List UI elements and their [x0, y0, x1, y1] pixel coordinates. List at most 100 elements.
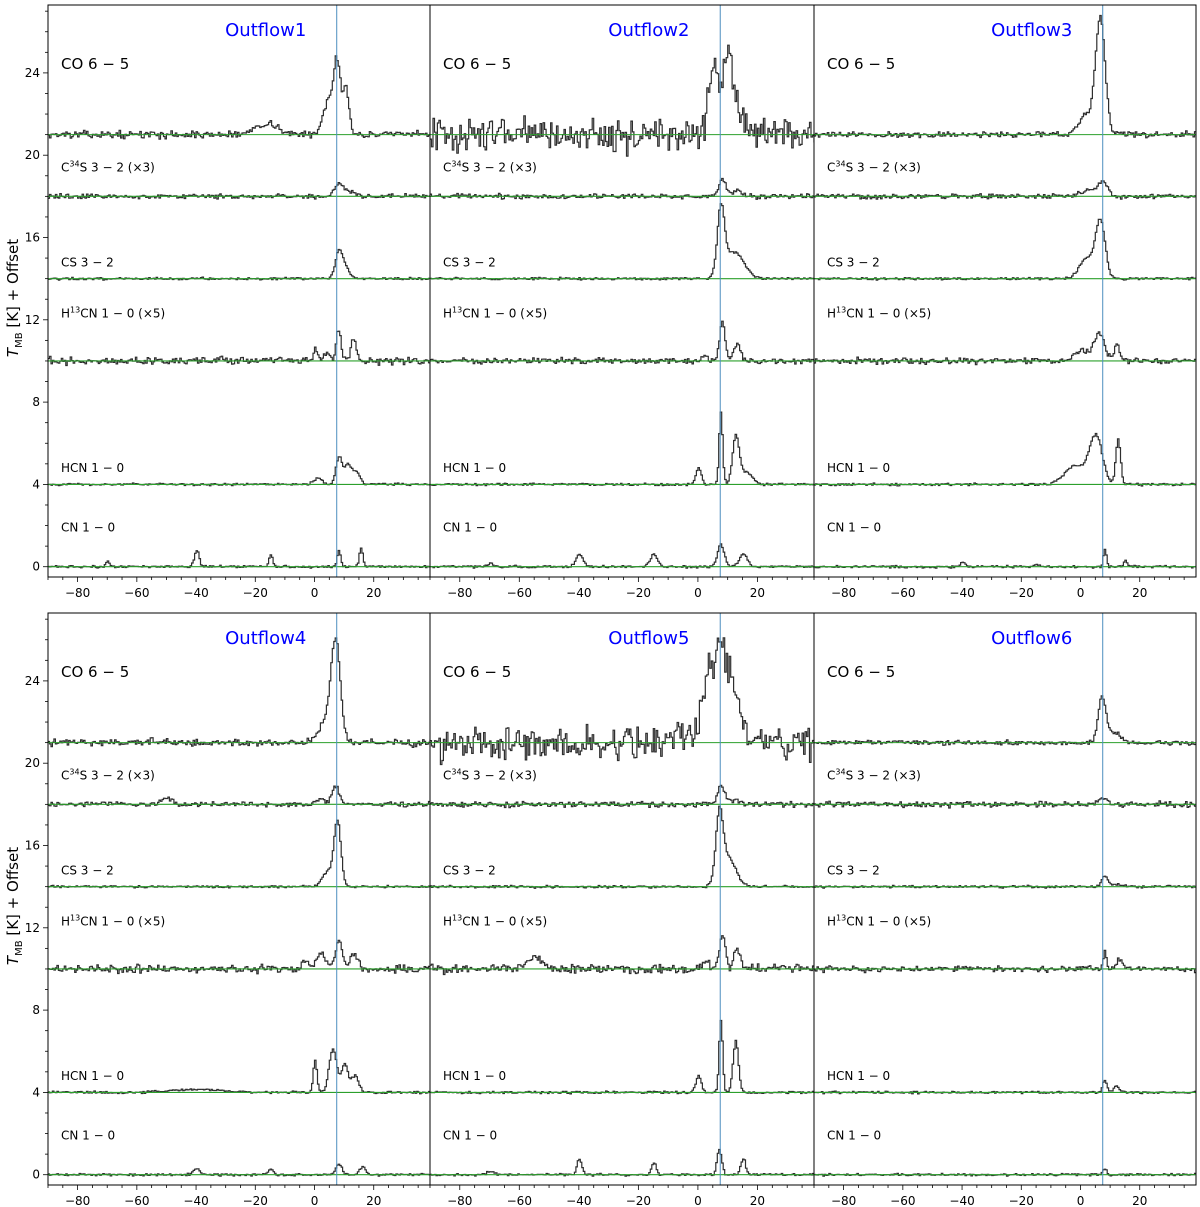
x-tick-label: −20	[1009, 1194, 1034, 1207]
x-tick-label: −40	[566, 586, 591, 600]
line-label-part: C	[443, 161, 451, 175]
x-tick-label: −20	[243, 1194, 268, 1207]
line-label-part: CN 1 − 0	[443, 521, 497, 535]
y-tick-label: 0	[32, 560, 40, 574]
panel-title: Outflow4	[225, 628, 306, 649]
line-label-3: CS 3 − 2	[61, 863, 114, 877]
y-axis-label-bottom-main: T	[4, 954, 22, 965]
line-label-part: S 3 − 2 (×3)	[462, 161, 537, 175]
line-label-1: CO 6 − 5	[61, 663, 129, 681]
spectrum-1	[430, 44, 814, 157]
line-label-superscript: 13	[452, 914, 462, 923]
y-tick-label: 16	[25, 839, 40, 853]
y-axis-label-bottom: TMB [K] + Offset	[4, 847, 25, 965]
x-tick-label: −80	[65, 1194, 90, 1207]
line-label-part: CN 1 − 0	[827, 1129, 881, 1143]
y-tick-label: 24	[25, 66, 40, 80]
y-tick-label: 4	[32, 477, 40, 491]
line-label-part: CN 1 − 0	[61, 521, 115, 535]
line-label-5: HCN 1 − 0	[827, 461, 890, 475]
panel-frame	[813, 4, 1197, 578]
x-tick-label: −60	[507, 1194, 532, 1207]
line-label-4: H13CN 1 − 0 (×5)	[827, 306, 931, 321]
panel-title: Outflow3	[991, 20, 1072, 41]
y-tick-label: 12	[25, 921, 40, 935]
line-label-part: H	[827, 915, 836, 929]
x-tick-label: −60	[890, 1194, 915, 1207]
line-label-3: CS 3 − 2	[827, 255, 880, 269]
line-label-part: CN 1 − 0	[827, 521, 881, 535]
line-label-superscript: 13	[452, 306, 462, 315]
x-tick-label: −80	[447, 586, 472, 600]
x-tick-label: −80	[831, 586, 856, 600]
y-axis-label-bottom-sub: MB	[14, 940, 25, 956]
line-label-part: CO 6 − 5	[827, 663, 895, 681]
line-label-part: H	[443, 307, 452, 321]
x-tick-label: −60	[124, 586, 149, 600]
line-label-2: C34S 3 − 2 (×3)	[61, 160, 155, 175]
line-label-1: CO 6 − 5	[61, 55, 129, 73]
x-tick-label: 0	[1077, 586, 1085, 600]
line-label-5: HCN 1 − 0	[61, 1069, 124, 1083]
line-label-2: C34S 3 − 2 (×3)	[443, 768, 537, 783]
line-label-4: H13CN 1 − 0 (×5)	[61, 914, 165, 929]
line-label-part: CN 1 − 0 (×5)	[80, 915, 165, 929]
y-tick-label: 24	[25, 674, 40, 688]
line-label-part: HCN 1 − 0	[443, 461, 506, 475]
line-label-part: S 3 − 2 (×3)	[846, 769, 921, 783]
line-label-part: CN 1 − 0 (×5)	[462, 915, 547, 929]
line-label-5: HCN 1 − 0	[443, 1069, 506, 1083]
panel-title: Outflow1	[225, 20, 306, 41]
line-label-part: C	[61, 161, 69, 175]
y-tick-label: 8	[32, 395, 40, 409]
line-label-2: C34S 3 − 2 (×3)	[827, 160, 921, 175]
x-tick-label: −60	[890, 586, 915, 600]
y-axis-label-top: TMB [K] + Offset	[4, 239, 25, 357]
line-label-4: H13CN 1 − 0 (×5)	[827, 914, 931, 929]
y-tick-label: 16	[25, 231, 40, 245]
line-label-6: CN 1 − 0	[61, 521, 115, 535]
line-label-part: S 3 − 2 (×3)	[462, 769, 537, 783]
line-label-superscript: 34	[451, 768, 461, 777]
line-label-part: C	[61, 769, 69, 783]
panel-plot-area	[430, 5, 814, 577]
line-label-part: CO 6 − 5	[61, 55, 129, 73]
line-label-part: H	[61, 307, 70, 321]
line-label-part: H	[443, 915, 452, 929]
x-tick-label: −40	[949, 1194, 974, 1207]
y-tick-label: 8	[32, 1003, 40, 1017]
line-label-5: HCN 1 − 0	[827, 1069, 890, 1083]
x-tick-label: 20	[750, 1194, 765, 1207]
line-label-superscript: 13	[836, 306, 846, 315]
line-label-part: CS 3 − 2	[61, 863, 114, 877]
line-label-3: CS 3 − 2	[443, 863, 496, 877]
x-tick-label: −80	[831, 1194, 856, 1207]
x-tick-label: 20	[750, 586, 765, 600]
line-label-3: CS 3 − 2	[61, 255, 114, 269]
panel-title: Outflow5	[608, 628, 689, 649]
line-label-part: C	[827, 769, 835, 783]
line-label-superscript: 13	[70, 914, 80, 923]
x-tick-label: −60	[507, 586, 532, 600]
line-label-part: CO 6 − 5	[61, 663, 129, 681]
line-label-3: CS 3 − 2	[443, 255, 496, 269]
line-label-1: CO 6 − 5	[443, 55, 511, 73]
line-label-superscript: 34	[835, 768, 845, 777]
x-tick-label: −40	[183, 1194, 208, 1207]
x-tick-label: 0	[311, 586, 319, 600]
line-label-5: HCN 1 − 0	[443, 461, 506, 475]
line-label-part: H	[61, 915, 70, 929]
line-label-part: CN 1 − 0 (×5)	[462, 307, 547, 321]
line-label-part: CS 3 − 2	[827, 863, 880, 877]
line-label-part: C	[827, 161, 835, 175]
spectrum-4	[48, 939, 430, 975]
line-label-part: S 3 − 2 (×3)	[80, 769, 155, 783]
line-label-part: HCN 1 − 0	[827, 461, 890, 475]
x-tick-label: −20	[1009, 586, 1034, 600]
line-label-part: CN 1 − 0 (×5)	[846, 307, 931, 321]
y-tick-label: 0	[32, 1168, 40, 1182]
x-tick-label: 20	[1132, 1194, 1147, 1207]
y-axis-label-bottom-rest: [K] + Offset	[4, 847, 22, 941]
spectrum-2	[430, 177, 814, 200]
